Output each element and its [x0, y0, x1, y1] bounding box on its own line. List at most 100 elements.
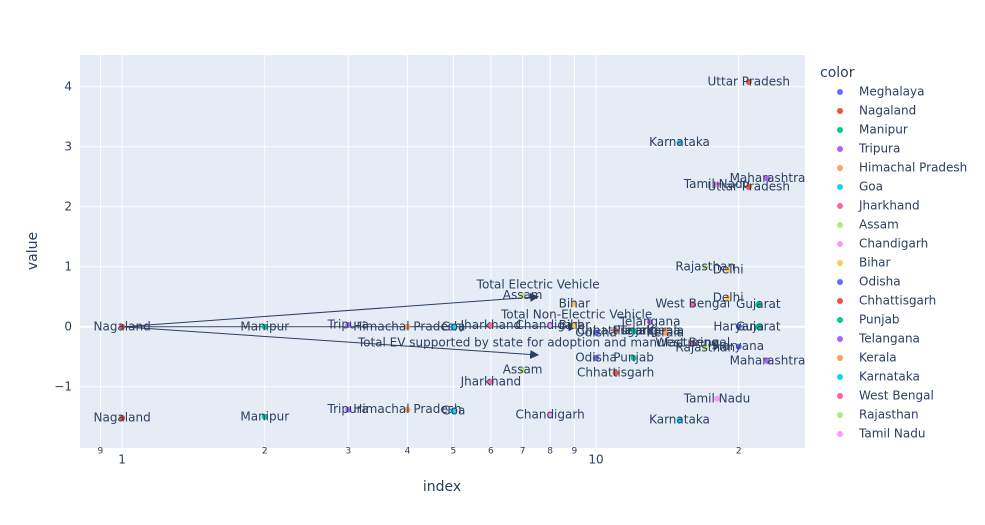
legend-label: Rajasthan — [859, 408, 919, 422]
point — [571, 322, 578, 329]
point — [593, 329, 600, 336]
point-label: Bihar — [559, 318, 591, 332]
point — [571, 301, 578, 307]
y-tick-label: 1 — [64, 259, 72, 273]
point-label: Haryana — [713, 339, 764, 353]
point-label: Delhi — [713, 262, 744, 276]
point — [612, 328, 619, 334]
y-axis-title: value — [25, 232, 41, 270]
legend-marker — [837, 108, 843, 114]
point — [404, 323, 411, 330]
point — [547, 322, 554, 329]
point — [487, 379, 494, 385]
point — [630, 328, 637, 334]
legend-label: Telangana — [858, 332, 920, 346]
point-label: Manipur — [240, 319, 289, 333]
point-label: Goa — [441, 319, 465, 333]
point-label: West Bengal — [655, 336, 730, 350]
legend-label: Chandigarh — [859, 237, 928, 251]
point — [630, 355, 637, 361]
point-label: Kerala — [646, 325, 684, 339]
legend-marker — [837, 393, 843, 399]
x-tick-label: 9 — [571, 447, 577, 457]
point — [764, 358, 771, 364]
point-label: Gujarat — [736, 319, 781, 333]
point-label: Chandigarh — [516, 408, 585, 422]
x-tick-label: 8 — [547, 447, 553, 457]
point-label: Tamil Nadu — [683, 391, 750, 405]
point-label: Chandigarh — [516, 318, 585, 332]
point — [745, 79, 752, 85]
legend-marker — [837, 317, 843, 323]
point — [119, 415, 126, 421]
point — [261, 323, 268, 330]
y-tick-label: 4 — [64, 79, 72, 93]
legend-marker — [837, 412, 843, 418]
x-tick-label: 10 — [588, 453, 603, 467]
point — [487, 322, 494, 329]
legend-label: Nagaland — [859, 104, 916, 118]
point-label: Odisha — [575, 325, 617, 339]
point — [676, 416, 683, 423]
legend-label: West Bengal — [859, 389, 934, 403]
x-tick-label: 6 — [488, 447, 494, 457]
point-label: Rajasthan — [675, 340, 735, 354]
point-label: Punjab — [613, 351, 654, 365]
point — [735, 343, 742, 350]
plot-area — [80, 55, 805, 448]
point-label: Chhattisgarh — [577, 324, 654, 338]
point-label: Manipur — [240, 409, 289, 423]
legend-label: Karnataka — [859, 370, 920, 384]
legend-marker — [837, 165, 843, 171]
legend-marker — [837, 336, 843, 342]
x-tick-label: 4 — [405, 447, 411, 457]
point-label: Uttar Pradesh — [708, 180, 790, 194]
point — [119, 323, 126, 330]
legend-marker — [837, 298, 843, 304]
point — [702, 344, 709, 351]
point — [647, 328, 654, 334]
legend-label: Punjab — [859, 313, 900, 327]
legend-label: Tripura — [858, 142, 900, 156]
point-label: Uttar Pradesh — [708, 75, 790, 89]
legend-label: Goa — [859, 180, 883, 194]
point — [745, 184, 752, 190]
point — [676, 139, 683, 146]
point-label: Jharkhand — [460, 318, 522, 332]
point — [755, 301, 762, 308]
x-tick-label: 5 — [451, 447, 457, 457]
legend-marker — [837, 374, 843, 380]
point-label: Maharashtra — [730, 171, 806, 185]
legend-marker — [837, 222, 843, 228]
point-label: Odisha — [575, 351, 617, 365]
legend-label: Chhattisgarh — [859, 294, 936, 308]
point-label: Karnataka — [649, 135, 710, 149]
point — [725, 295, 732, 301]
point-label: Delhi — [713, 291, 744, 305]
arrow — [122, 292, 540, 328]
point — [261, 413, 268, 420]
legend-marker — [837, 431, 843, 437]
point-label: Goa — [441, 403, 465, 417]
point-label: West Bengal — [655, 297, 730, 311]
point-label: Rajasthan — [675, 259, 735, 273]
legend-marker — [837, 279, 843, 285]
legend-marker — [837, 355, 843, 361]
annotation: Total EV supported by state for adoption… — [357, 336, 719, 350]
annotation: Total Electric Vehicle — [476, 277, 600, 291]
legend-label: Bihar — [859, 256, 891, 270]
point-label: Jharkhand — [460, 375, 522, 389]
point — [714, 395, 721, 402]
point — [593, 355, 600, 361]
legend-marker — [837, 146, 843, 152]
legend-marker — [837, 127, 843, 133]
point-label: Assam — [503, 363, 543, 377]
x-tick-label: 2 — [262, 447, 268, 457]
point-label: Himachal Pradesh — [353, 319, 461, 333]
point-label: Karnataka — [649, 412, 710, 426]
point-label: Nagaland — [93, 319, 150, 333]
x-tick-label: 9 — [98, 447, 104, 457]
point-label: Telangana — [619, 315, 681, 329]
y-tick-label: −1 — [54, 379, 72, 393]
